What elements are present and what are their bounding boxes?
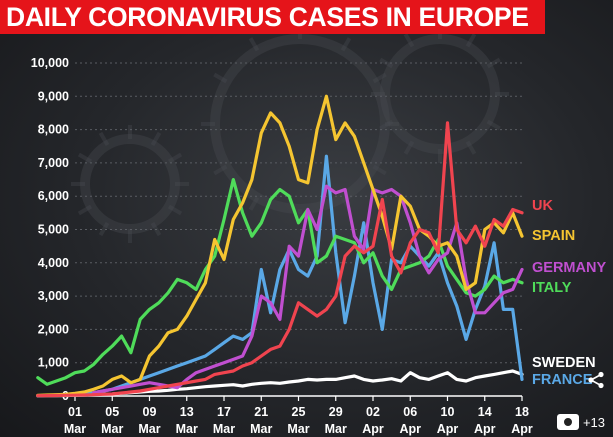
series-line-spain — [36, 94, 524, 397]
series-label-spain: SPAIN — [532, 228, 575, 244]
x-tick-day: 02 — [366, 405, 380, 419]
x-tick-day: 13 — [180, 405, 194, 419]
series-label-uk: UK — [532, 198, 553, 214]
x-tick-month: Mar — [176, 422, 198, 436]
series-lines — [36, 94, 524, 398]
series-label-france: FRANCE — [532, 372, 593, 388]
x-axis-ticks: 01 Mar 05 Mar 09 Mar 13 Mar 17 Mar 21 Mar 25 Mar 29 Mar… — [64, 396, 533, 436]
series-line-uk — [36, 121, 524, 398]
series-label-sweden: SWEDEN — [532, 355, 596, 371]
y-tick-label: 3,000 — [38, 289, 69, 303]
series-label-germany: GERMANY — [532, 260, 606, 276]
x-tick-month: Apr — [362, 422, 384, 436]
x-tick-day: 01 — [68, 405, 82, 419]
x-tick-month: Apr — [474, 422, 496, 436]
x-tick-day: 14 — [478, 405, 492, 419]
share-icon[interactable] — [587, 371, 605, 389]
y-tick-label: 8,000 — [38, 123, 69, 137]
x-tick-month: Mar — [250, 422, 272, 436]
x-tick-day: 25 — [292, 405, 306, 419]
x-tick-day: 09 — [143, 405, 157, 419]
y-tick-label: 2,000 — [38, 322, 69, 336]
y-tick-label: 9,000 — [38, 89, 69, 103]
x-tick-day: 10 — [441, 405, 455, 419]
x-tick-month: Mar — [325, 422, 347, 436]
y-axis-ticks: 01,0002,0003,0004,0005,0006,0007,0008,00… — [31, 56, 69, 403]
x-tick-month: Apr — [399, 422, 421, 436]
background-virus-decoration — [71, 34, 509, 243]
gallery-count: +13 — [582, 414, 605, 430]
y-tick-label: 4,000 — [38, 256, 69, 270]
x-tick-month: Apr — [511, 422, 533, 436]
series-line-sweden — [36, 369, 524, 398]
series-label-italy: ITALY — [532, 280, 572, 296]
camera-icon — [556, 414, 579, 430]
x-tick-day: 18 — [515, 405, 529, 419]
title-bar — [0, 0, 545, 34]
x-tick-month: Apr — [437, 422, 459, 436]
x-tick-day: 17 — [217, 405, 231, 419]
y-tick-label: 1,000 — [38, 356, 69, 370]
x-tick-month: Mar — [287, 422, 309, 436]
y-tick-label: 7,000 — [38, 156, 69, 170]
gallery-badge[interactable]: +13 — [556, 411, 605, 433]
x-tick-month: Mar — [64, 422, 86, 436]
y-tick-label: 10,000 — [31, 56, 69, 70]
y-tick-label: 6,000 — [38, 189, 69, 203]
series-line-france — [36, 154, 524, 398]
x-tick-month: Mar — [101, 422, 123, 436]
x-tick-day: 05 — [105, 405, 119, 419]
chart-title: DAILY CORONAVIRUS CASES IN EUROPE — [6, 2, 529, 32]
y-tick-label: 5,000 — [38, 223, 69, 237]
x-tick-day: 21 — [254, 405, 268, 419]
x-tick-day: 06 — [403, 405, 417, 419]
x-tick-month: Mar — [138, 422, 160, 436]
x-tick-month: Mar — [213, 422, 235, 436]
series-line-italy — [36, 178, 524, 386]
x-tick-day: 29 — [329, 405, 343, 419]
line-chart: 01,0002,0003,0004,0005,0006,0007,0008,00… — [31, 34, 606, 436]
